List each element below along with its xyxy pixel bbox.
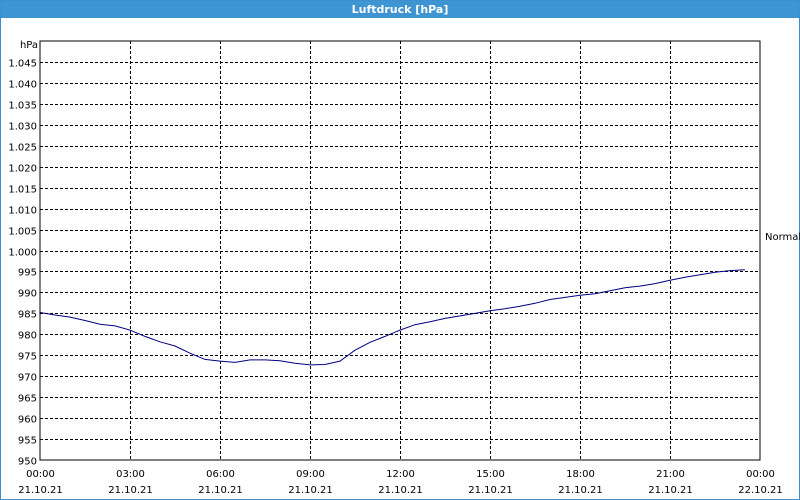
y-tick-label: 990	[18, 289, 37, 300]
x-tick-date: 21.10.21	[558, 485, 603, 496]
reference-line-label: Normal	[765, 232, 800, 243]
x-tick-time: 00:00	[26, 469, 55, 480]
y-tick-label: 970	[18, 373, 37, 384]
y-tick-label: 995	[18, 268, 37, 279]
y-axis-label: hPa	[20, 40, 38, 51]
chart-title: Luftdruck [hPa]	[1, 1, 799, 18]
y-tick-label: 1.000	[8, 248, 37, 259]
y-tick-label: 975	[18, 352, 37, 363]
x-tick-date: 22.10.21	[738, 485, 783, 496]
x-tick-date: 21.10.21	[468, 485, 513, 496]
y-tick-label: 1.035	[8, 101, 37, 112]
y-tick-label: 980	[18, 331, 37, 342]
x-tick-date: 21.10.21	[18, 485, 63, 496]
y-tick-label: 965	[18, 394, 37, 405]
x-tick-date: 21.10.21	[108, 485, 153, 496]
y-tick-label: 1.045	[8, 59, 37, 70]
x-tick-date: 21.10.21	[198, 485, 243, 496]
y-tick-label: 950	[18, 457, 37, 468]
x-tick-date: 21.10.21	[378, 485, 423, 496]
y-tick-label: 960	[18, 415, 37, 426]
pressure-line	[39, 269, 746, 366]
x-tick-time: 00:00	[746, 469, 775, 480]
y-tick-label: 955	[18, 436, 37, 447]
x-tick-time: 12:00	[386, 469, 415, 480]
x-tick-time: 18:00	[566, 469, 595, 480]
y-tick-label: 1.010	[8, 206, 37, 217]
y-tick-label: 1.015	[8, 185, 37, 196]
x-tick-date: 21.10.21	[648, 485, 693, 496]
x-tick-time: 09:00	[296, 469, 325, 480]
y-tick-label: 985	[18, 310, 37, 321]
x-tick-date: 21.10.21	[288, 485, 333, 496]
y-tick-label: 1.025	[8, 143, 37, 154]
x-tick-time: 15:00	[476, 469, 505, 480]
y-tick-label: 1.020	[8, 164, 37, 175]
x-tick-time: 06:00	[206, 469, 235, 480]
y-tick-label: 1.040	[8, 80, 37, 91]
x-tick-time: 03:00	[116, 469, 145, 480]
x-tick-time: 21:00	[656, 469, 685, 480]
y-tick-label: 1.030	[8, 122, 37, 133]
y-tick-label: 1.005	[8, 227, 37, 238]
